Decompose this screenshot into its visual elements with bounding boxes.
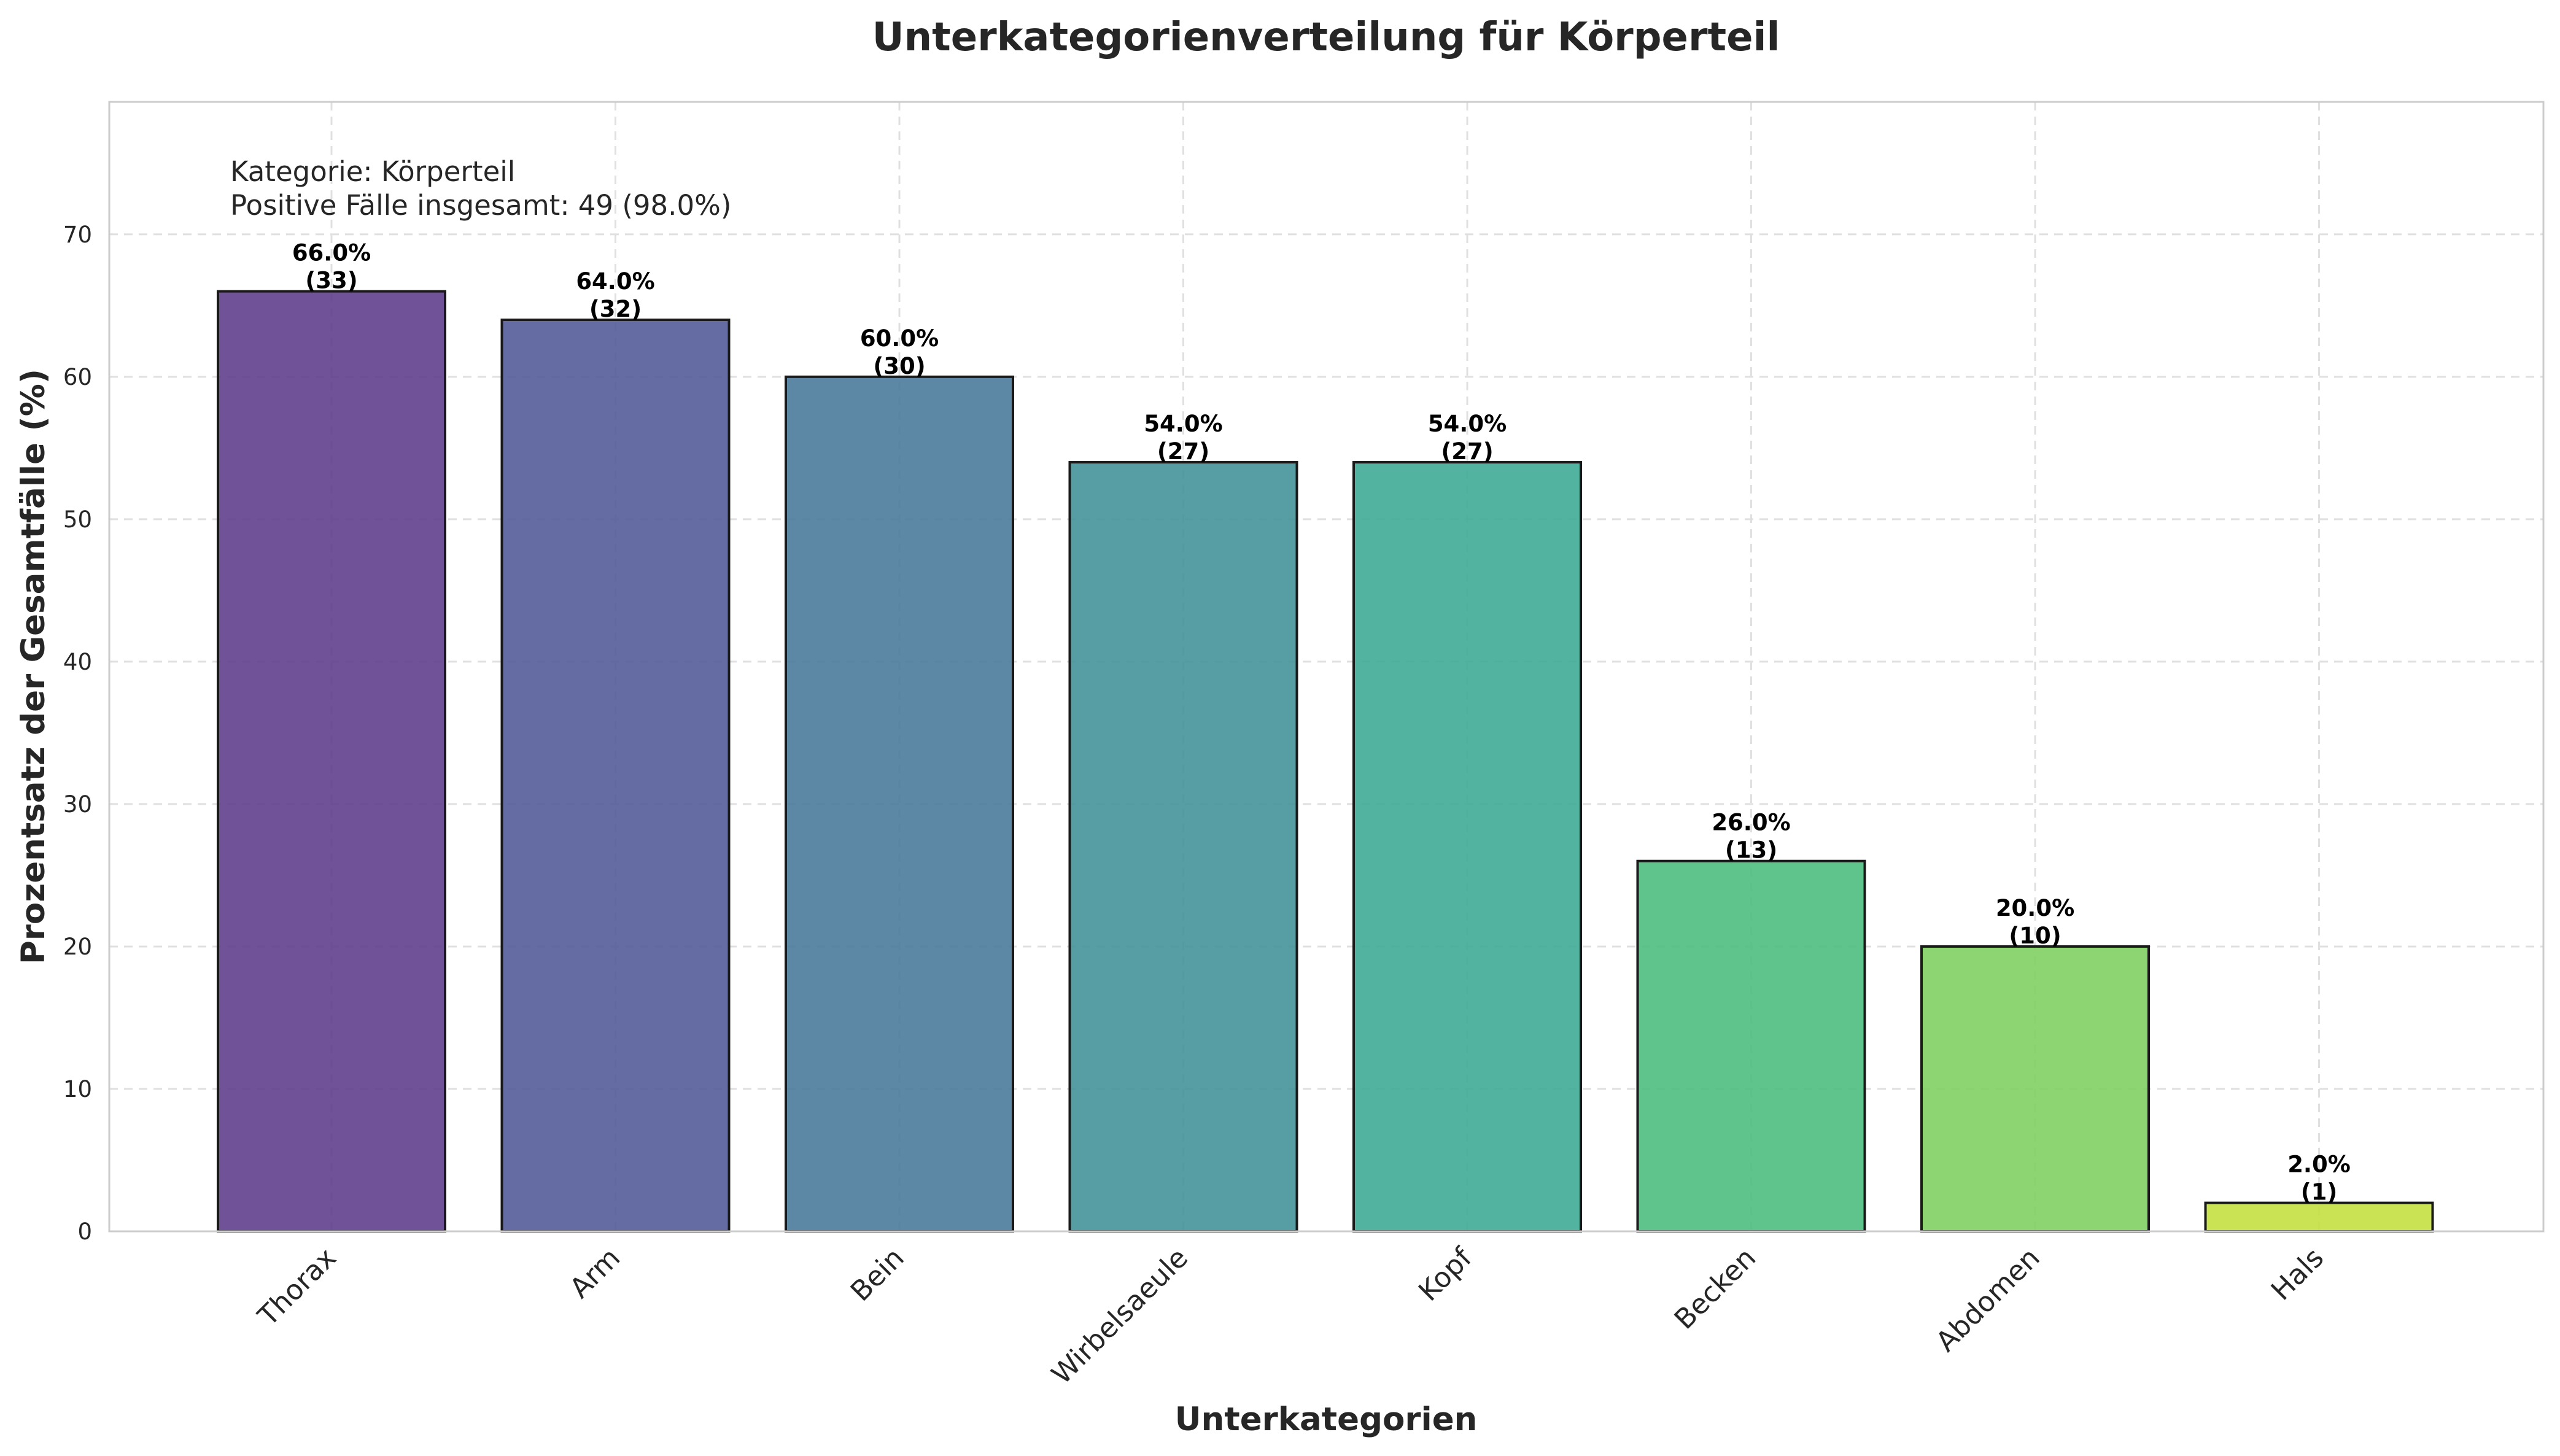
x-tick-label: Thorax: [251, 1241, 343, 1333]
bar-arm: [500, 319, 731, 1233]
bar-labels: 66.0%(33) 64.0%(32)60.0%(30)54.0%(27)54.0…: [292, 240, 2351, 1206]
y-tick-label: 20: [63, 934, 92, 960]
annotation-total-positive: Positive Fälle insgesamt: 49 (98.0%): [230, 189, 731, 222]
bar-hals: [2204, 1201, 2434, 1233]
y-tick-label: 40: [63, 649, 92, 675]
y-tick-label: 70: [63, 222, 92, 248]
bar-count-label: (13): [1725, 837, 1777, 864]
bar-abdomen: [1920, 945, 2150, 1233]
bar-value-label: 64.0%: [576, 268, 654, 295]
x-tick-label: Wirbelsaeule: [1045, 1241, 1194, 1390]
x-tick-label: Becken: [1668, 1241, 1762, 1335]
y-axis-ticks: 0 10 20 30 40 50 60 70: [63, 222, 92, 1245]
bar-value-label: 26.0%: [1712, 810, 1790, 836]
bar-count-label: (10): [2009, 923, 2061, 949]
bar-wirbelsaeule: [1068, 461, 1298, 1233]
bar-value-label: 2.0%: [2287, 1152, 2351, 1178]
bar-count-label: (30): [873, 353, 925, 379]
y-tick-label: 0: [77, 1218, 92, 1245]
grid-lines: [109, 102, 2543, 1233]
bar-kopf: [1352, 461, 1582, 1233]
bar-value-label: 54.0%: [1428, 411, 1507, 437]
x-tick-label: Hals: [2265, 1241, 2330, 1306]
x-tick-label: Kopf: [1412, 1241, 1478, 1307]
chart-title: Unterkategorienverteilung für Körperteil: [872, 15, 1780, 60]
bar-bein: [785, 375, 1014, 1233]
bars: [217, 290, 2434, 1233]
x-tick-label: Arm: [564, 1241, 627, 1304]
y-tick-label: 60: [63, 364, 92, 390]
x-tick-label: Abdomen: [1930, 1241, 2046, 1358]
bar-value-label: 20.0%: [1996, 895, 2074, 921]
bar-value-label: 60.0%: [860, 325, 939, 352]
bar-count-label: (33): [305, 268, 357, 294]
bar-count-label: (27): [1441, 438, 1493, 465]
plot-frame: [108, 101, 2545, 1233]
bar-count-label: (27): [1157, 438, 1209, 465]
y-tick-label: 30: [63, 791, 92, 818]
annotation-category: Kategorie: Körperteil: [230, 155, 515, 188]
y-axis-label: Prozentsatz der Gesamtfälle (%): [15, 369, 52, 964]
y-tick-label: 50: [63, 506, 92, 533]
bar-count-label: (1): [2301, 1179, 2338, 1206]
bar-count-label: (32): [589, 296, 642, 322]
bar-thorax: [217, 290, 446, 1233]
x-axis-ticks: Thorax Arm Bein Wirbelsaeule Kopf Becken Abdom…: [251, 1241, 2330, 1390]
bar-becken: [1636, 859, 1866, 1233]
x-tick-label: Bein: [844, 1241, 910, 1307]
bar-value-label: 54.0%: [1144, 411, 1222, 437]
y-tick-label: 10: [63, 1076, 92, 1102]
x-axis-label: Unterkategorien: [1175, 1401, 1478, 1438]
bar-value-label: 66.0%: [292, 240, 371, 266]
